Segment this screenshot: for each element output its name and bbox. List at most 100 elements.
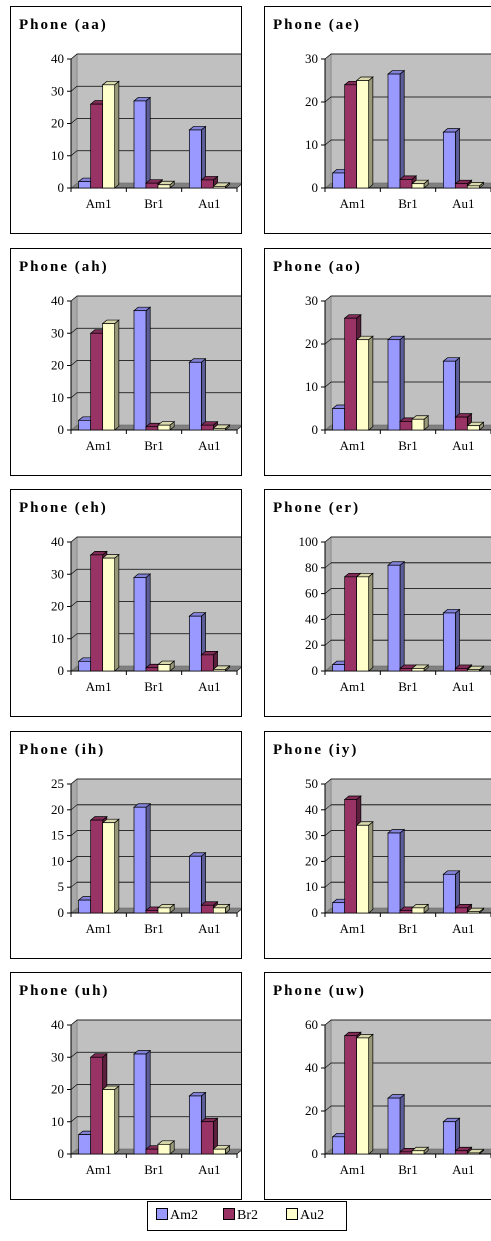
bar-front: [78, 181, 92, 189]
bar-front: [102, 1089, 116, 1155]
chart-panel: Phone (ah) 0 10 20 30 40 Am1 Br1 Au1: [10, 248, 242, 476]
y-tick-label: 30: [305, 51, 318, 66]
bar-side: [145, 306, 151, 431]
y-tick-label: 10: [305, 379, 318, 394]
bar-side: [399, 69, 405, 189]
y-tick-label: 20: [305, 94, 318, 109]
bar: [355, 1033, 374, 1155]
bar-front: [102, 84, 116, 189]
bar-front: [212, 186, 226, 189]
bar-front: [442, 873, 456, 914]
bar-front: [442, 1121, 456, 1155]
bar: [355, 335, 374, 431]
y-tick-label: 20: [305, 1103, 318, 1118]
gridline-depth: [70, 830, 78, 836]
bar-front: [356, 824, 370, 914]
bar-front: [332, 902, 346, 914]
x-tick-label: Au1: [198, 679, 220, 694]
x-tick-label: Au1: [198, 196, 220, 211]
gridline-depth: [70, 295, 78, 302]
bar-front: [90, 332, 104, 431]
bar: [355, 572, 374, 672]
bar: [101, 80, 120, 189]
y-tick-label: 20: [51, 358, 64, 373]
y-tick-label: 100: [299, 534, 319, 549]
bar-side: [368, 572, 374, 672]
bar-front: [344, 1035, 358, 1155]
y-tick-label: 40: [305, 611, 318, 626]
bar: [411, 415, 430, 431]
x-tick-label: Br1: [398, 921, 418, 936]
bar-front: [387, 832, 401, 914]
bar-front: [157, 664, 171, 672]
gridline-depth: [70, 118, 78, 124]
y-tick-label: 0: [58, 1146, 65, 1161]
bar-front: [332, 1136, 346, 1155]
gridline-depth: [70, 1084, 78, 1090]
bar-front: [200, 654, 214, 672]
bar: [442, 1117, 461, 1155]
bar-front: [332, 172, 346, 189]
y-tick-label: 40: [51, 534, 64, 549]
bar-front: [145, 667, 159, 672]
bar-front: [344, 317, 358, 431]
bar: [157, 1140, 176, 1155]
y-tick-label: 30: [305, 828, 318, 843]
bar: [387, 560, 406, 672]
bar-front: [442, 131, 456, 189]
bar-side: [114, 1085, 120, 1155]
gridline-depth: [70, 633, 78, 639]
chart-svg: Phone (uh) 0 10 20 30 40 Am1 Br1 Au1: [19, 983, 241, 1177]
gridline-depth: [70, 778, 78, 785]
bar-front: [387, 73, 401, 189]
y-tick-label: 0: [312, 422, 319, 437]
bar: [133, 306, 152, 431]
gridline-depth: [324, 588, 332, 594]
chart-panel: Phone (uw) 0 20 40 60 Am1 Br1 Au1: [264, 972, 491, 1200]
chart-panel: Phone (er) 0 20 40 60 80 100 Am1 Br1 Au1: [264, 489, 491, 717]
bar-front: [399, 668, 413, 672]
gridline-depth: [70, 804, 78, 811]
y-tick-label: 10: [51, 1114, 64, 1129]
legend-swatch-au2: [286, 1208, 298, 1220]
bar-front: [102, 822, 116, 914]
gridline-depth: [70, 53, 78, 60]
bar-front: [133, 577, 147, 672]
chart-panel: Phone (iy) 0 10 20 30 40 50 Am1 Br1 Au1: [264, 731, 491, 959]
bar-side: [454, 127, 460, 189]
y-tick-label: 20: [51, 1082, 64, 1097]
legend-item-br2: Br2: [223, 1208, 258, 1224]
y-tick-label: 20: [51, 116, 64, 131]
bar: [466, 181, 485, 189]
x-tick-label: Am1: [340, 196, 366, 211]
x-tick-label: Br1: [144, 1162, 164, 1177]
bar-front: [399, 421, 413, 431]
chart-svg: Phone (iy) 0 10 20 30 40 50 Am1 Br1 Au1: [273, 742, 491, 936]
bar-front: [145, 182, 159, 189]
gridline-depth: [70, 360, 78, 366]
bar-front: [454, 668, 468, 672]
bar-front: [442, 360, 456, 431]
x-tick-label: Br1: [144, 196, 164, 211]
gridline-depth: [324, 1019, 332, 1026]
bar-front: [212, 1148, 226, 1155]
bar-front: [411, 1150, 425, 1155]
gridline-depth: [324, 338, 332, 345]
plot-side-wall: [324, 1019, 332, 1155]
bar: [411, 664, 430, 672]
bar: [411, 1146, 430, 1155]
gridline-depth: [324, 830, 332, 836]
chart-title: Phone (ae): [273, 17, 361, 33]
gridline-depth: [70, 86, 78, 92]
gridline-depth: [70, 569, 78, 575]
bar-side: [145, 573, 151, 672]
bar-side: [114, 818, 120, 914]
bar: [188, 358, 207, 431]
bar-front: [145, 1148, 159, 1155]
x-tick-label: Au1: [198, 1162, 220, 1177]
bar: [212, 182, 231, 189]
gridline-depth: [324, 881, 332, 888]
legend-item-au2: Au2: [286, 1208, 324, 1224]
chart-title: Phone (eh): [19, 500, 108, 516]
chart-title: Phone (aa): [19, 17, 108, 33]
